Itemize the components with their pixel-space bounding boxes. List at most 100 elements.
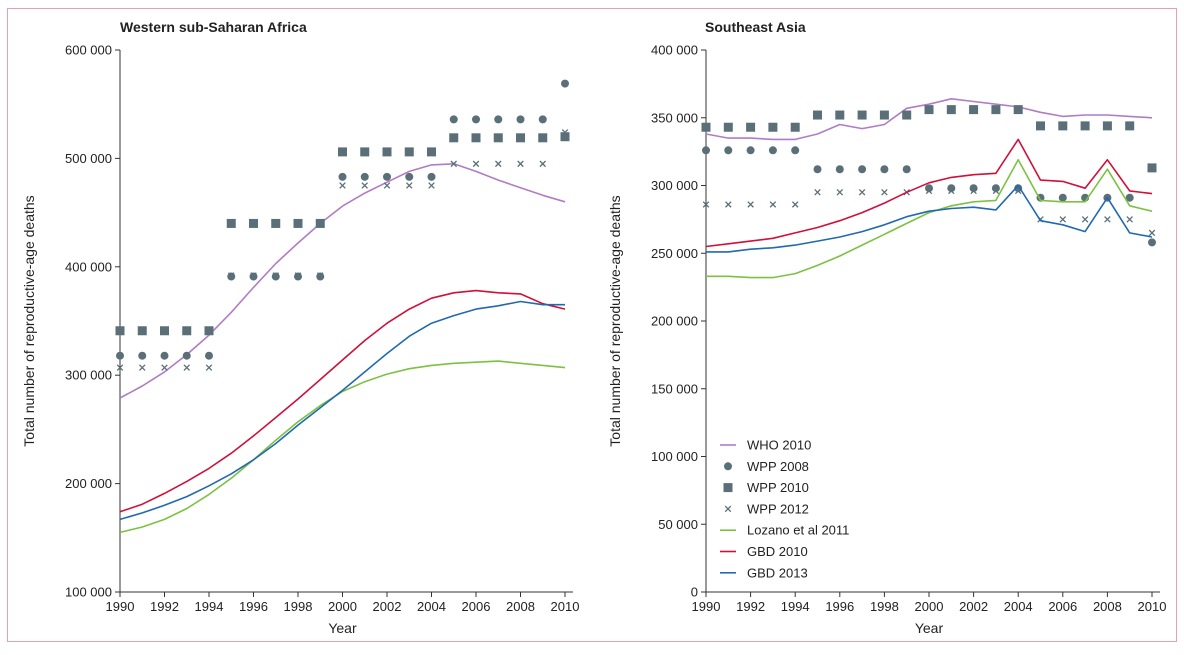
chart-panel-1: Western sub-Saharan Africa 100 000 200 000… <box>21 19 579 636</box>
data-point-circle <box>494 115 503 124</box>
data-point-circle <box>561 79 569 88</box>
legend-label: GBD 2013 <box>747 565 808 580</box>
y-tick-label: 0 <box>691 585 698 600</box>
data-point-square <box>493 133 503 143</box>
series-gbd-2010 <box>119 289 566 513</box>
data-point-cross <box>769 201 777 208</box>
series-who-2010 <box>119 163 566 399</box>
series-lozano-et-al-2011 <box>706 159 1153 279</box>
data-point-circle <box>813 165 822 174</box>
x-tick-label: 1994 <box>195 599 224 614</box>
y-tick-label: 500 000 <box>65 151 112 166</box>
x-tick-label: 2000 <box>328 599 357 614</box>
x-tick-label: 1990 <box>106 599 135 614</box>
data-point-square <box>293 218 303 228</box>
x-tick-label: 2002 <box>373 599 402 614</box>
x-tick-label: 2010 <box>551 599 580 614</box>
data-point-square <box>204 326 214 336</box>
series-line <box>119 289 566 513</box>
x-tick-label: 2002 <box>959 599 988 614</box>
data-point-circle <box>138 351 147 360</box>
data-point-square <box>382 147 392 157</box>
data-point-circle <box>294 272 302 281</box>
x-tick-label: 1990 <box>692 599 721 614</box>
x-tick-label: 2008 <box>506 599 535 614</box>
legend-item: GBD 2013 <box>720 565 808 580</box>
data-point-square <box>516 133 525 143</box>
data-point-cross <box>561 129 569 136</box>
data-point-square <box>404 147 414 157</box>
data-point-cross <box>138 364 146 371</box>
data-point-circle <box>947 184 956 193</box>
data-point-circle <box>472 115 480 124</box>
data-point-cross <box>1126 216 1133 223</box>
data-point-circle <box>902 165 911 174</box>
data-point-circle <box>205 351 213 360</box>
data-point-square <box>924 105 934 115</box>
data-point-square <box>160 326 169 336</box>
legend-item: Lozano et al 2011 <box>720 523 849 538</box>
data-point-circle <box>182 351 191 360</box>
x-tick-label: 1994 <box>781 599 810 614</box>
data-point-cross <box>472 160 480 168</box>
x-tick-label: 1996 <box>825 599 854 614</box>
x-tick-label: 2006 <box>462 599 491 614</box>
y-tick-label: 350 000 <box>651 110 698 125</box>
series-gbd-2013 <box>706 184 1153 253</box>
data-point-circle <box>449 115 458 124</box>
legend-label: GBD 2010 <box>747 544 808 559</box>
data-point-square <box>813 110 822 120</box>
data-point-circle <box>383 172 391 181</box>
data-point-square <box>946 105 956 115</box>
data-point-square <box>768 122 778 132</box>
data-point-cross <box>725 201 732 208</box>
data-point-circle <box>724 146 733 155</box>
data-point-circle <box>925 184 933 193</box>
data-point-circle <box>316 272 325 281</box>
legend-item: WHO 2010 <box>720 438 811 453</box>
data-point-square <box>1125 121 1135 131</box>
x-tick-label: 2008 <box>1093 599 1122 614</box>
data-point-circle <box>1125 193 1134 202</box>
series-gbd-2013 <box>119 300 565 521</box>
legend-item: WPP 2010 <box>723 480 809 495</box>
legend-label: WPP 2012 <box>747 501 809 516</box>
data-point-square <box>701 122 711 132</box>
data-point-cross <box>450 160 458 168</box>
data-point-cross <box>272 272 280 279</box>
data-point-circle <box>969 184 978 193</box>
y-tick-label: 300 000 <box>651 178 698 193</box>
data-point-square <box>226 218 236 228</box>
series-lozano-et-al-2011 <box>119 360 566 534</box>
chart-title: Southeast Asia <box>705 19 806 35</box>
data-point-circle <box>835 165 844 174</box>
data-point-cross <box>881 189 888 196</box>
data-point-square <box>271 218 281 228</box>
x-tick-label: 2010 <box>1138 599 1167 614</box>
data-point-circle <box>991 184 1000 193</box>
data-point-cross <box>250 272 257 279</box>
data-point-cross <box>539 160 547 168</box>
data-point-cross <box>702 201 710 208</box>
data-point-square <box>471 133 481 143</box>
x-tick-label: 1998 <box>284 599 313 614</box>
data-point-square <box>790 122 800 132</box>
data-point-cross <box>161 364 168 371</box>
data-point-square <box>249 218 258 228</box>
chart-title: Western sub-Saharan Africa <box>120 19 307 35</box>
data-point-cross <box>970 187 977 195</box>
legend-label: WHO 2010 <box>747 438 811 453</box>
data-point-circle <box>702 146 710 155</box>
data-point-square <box>1080 121 1090 131</box>
x-tick-label: 1992 <box>736 599 765 614</box>
y-axis-label: Total number of reproductive-age deaths <box>607 195 623 446</box>
y-tick-label: 300 000 <box>65 368 112 383</box>
series-line <box>119 300 565 521</box>
legend-swatch-cross <box>724 505 732 513</box>
data-point-square <box>1147 163 1157 173</box>
data-point-circle <box>538 115 547 124</box>
series-wpp-2012 <box>702 187 1156 237</box>
data-point-cross <box>183 364 191 371</box>
data-point-circle <box>880 165 889 174</box>
